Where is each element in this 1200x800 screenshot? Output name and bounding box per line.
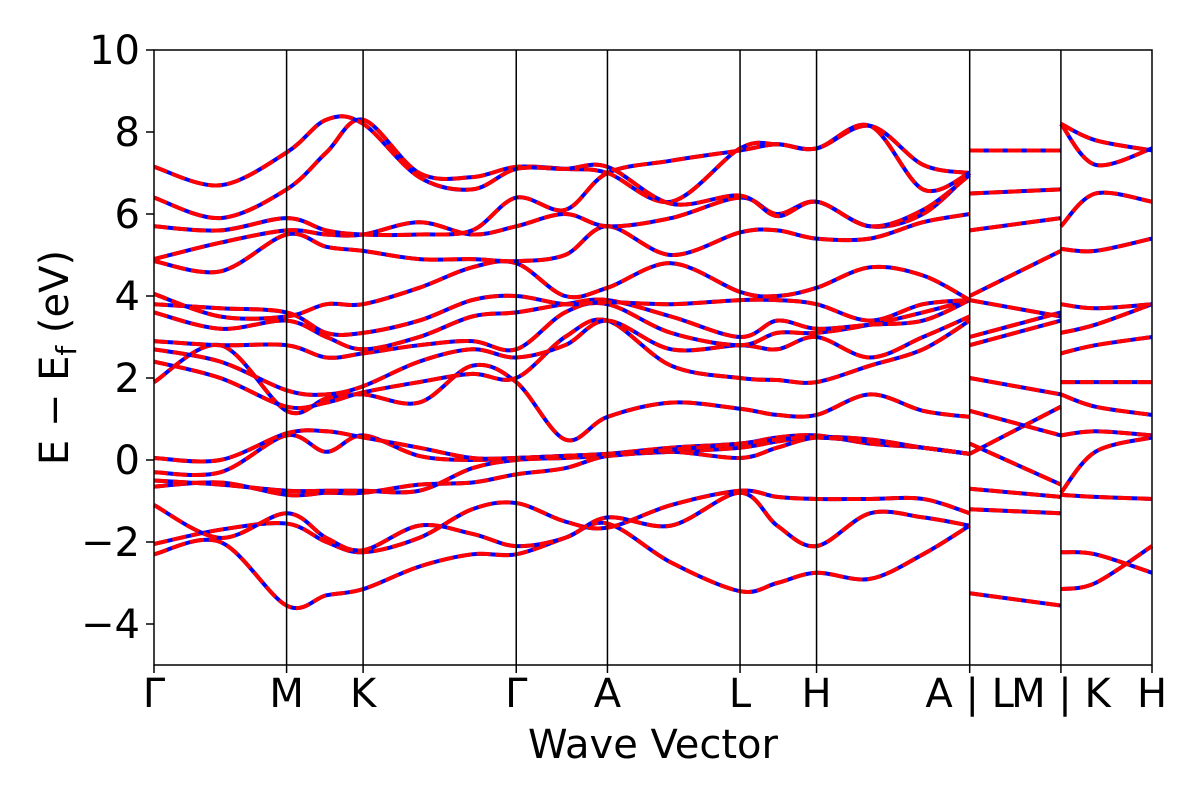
band-line-red-35 [1060,492,1153,501]
band-line-red-14 [153,212,971,275]
band-line-red-40 [1060,335,1153,356]
y-tick-label-4: 2 [115,356,140,402]
y-tick-label-0: 10 [89,28,140,74]
band-line-red-36 [1059,435,1153,495]
band-line-red-43 [1060,236,1153,254]
band-line-red-2 [153,490,971,553]
band-line-red-11 [153,297,971,352]
band-line-red-8 [153,317,971,411]
band-line-red-1 [153,488,971,555]
y-tick-label-7: −4 [81,602,140,648]
band-line-red-3 [153,435,970,498]
band-lines [152,114,1154,611]
band-line-blue-11 [153,297,971,352]
band-line-red-33 [1060,544,1154,592]
band-line-red-46 [1060,121,1153,153]
y-axis-label-sub: f [50,345,83,356]
band-line-red-13 [153,259,971,321]
band-line-red-24 [969,408,1062,438]
band-line-red-18 [153,114,971,229]
y-axis-ticks: 10 8 6 4 2 0 −2 −4 [81,28,154,648]
y-tick-label-1: 8 [115,110,140,156]
y-tick-label-2: 6 [115,192,140,238]
band-line-red-41 [1060,302,1153,335]
x-tick-label-0: Γ [143,671,166,717]
x-tick-label-1: M [269,671,304,717]
x-tick-label-8: M | K [1011,671,1112,717]
band-line-red-19 [969,591,1062,608]
x-tick-label-6: H [802,671,832,717]
band-line-red-12 [153,293,970,337]
band-line-red-21 [969,486,1062,499]
band-line-red-38 [1060,392,1153,417]
x-tick-label-2: K [350,671,378,717]
band-line-red-27 [969,310,1062,339]
band-line-red-10 [153,298,971,360]
band-line-red-29 [968,249,1062,298]
high-symmetry-lines [285,50,1062,665]
band-line-red-6 [153,428,970,464]
plot-frame [153,49,1153,666]
band-line-red-26 [969,318,1062,348]
y-tick-label-6: −2 [81,520,140,566]
y-axis-label-unit: (eV) [32,250,78,346]
band-line-blue-14 [153,212,971,275]
band-line-red-23 [968,441,1062,487]
x-axis-label: Wave Vector [528,722,779,768]
band-line-red-17 [153,117,971,221]
x-tick-label-7: A | L [925,671,1014,717]
y-axis-label: E − Ef (eV) [32,250,83,465]
band-line-red-31 [969,187,1061,196]
band-line-blue-7 [152,342,970,443]
band-line-red-45 [1059,122,1153,168]
band-line-red-20 [969,507,1061,516]
band-line-red-30 [969,216,1062,233]
band-line-red-7 [152,342,970,443]
band-line-blue-4 [153,434,970,495]
y-tick-label-5: 0 [115,438,140,484]
band-line-red-4 [153,434,970,495]
band-line-red-34 [1060,550,1153,575]
x-tick-label-9: H [1137,671,1167,717]
band-line-red-28 [969,298,1062,319]
band-line-red-42 [1060,302,1153,311]
band-line-red-44 [1059,190,1153,228]
band-line-red-0 [153,520,971,611]
y-axis-label-main: E − E [32,356,78,466]
band-line-blue-8 [153,317,971,411]
x-tick-label-4: A [594,671,622,717]
band-line-red-25 [969,376,1062,397]
band-line-red-37 [1060,429,1153,438]
band-line-red-22 [968,404,1062,456]
band-line-red-9 [153,314,971,397]
x-tick-label-3: Γ [505,671,528,717]
x-tick-label-5: L [729,671,752,717]
band-line-blue-3 [153,435,970,498]
y-tick-label-3: 4 [115,274,140,320]
